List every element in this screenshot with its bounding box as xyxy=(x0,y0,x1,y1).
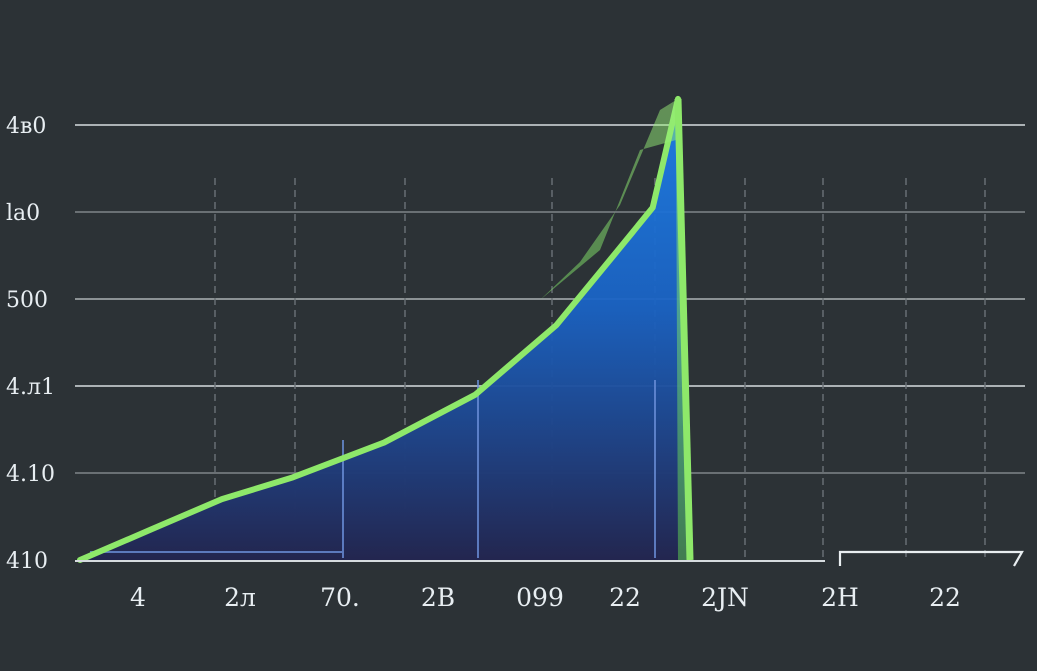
x-tick-label: 2ЈN xyxy=(701,583,749,612)
grid xyxy=(75,124,1025,560)
x-tick-label: 2B xyxy=(421,583,455,612)
x-tick-label: 70. xyxy=(320,583,360,612)
axis-bracket xyxy=(838,550,1024,567)
inner-guides xyxy=(90,380,656,558)
x-tick-label: 2H xyxy=(821,583,859,612)
y-tick-label: 500 xyxy=(6,288,48,313)
y-tick-label: 4.л1 xyxy=(6,375,55,400)
x-tick-label: 22 xyxy=(609,583,641,612)
axes xyxy=(75,550,1024,567)
series-line xyxy=(77,95,681,563)
area-fill xyxy=(80,98,688,561)
x-tick-label: 099 xyxy=(516,583,564,612)
peak-drop-line xyxy=(674,98,694,561)
y-axis-tick-labels: 410 4.10 4.л1 500 lа0 4в0 xyxy=(6,114,55,574)
x-tick-label: 2л xyxy=(224,583,256,612)
y-tick-label: 410 xyxy=(6,549,48,574)
y-tick-label: lа0 xyxy=(6,201,40,226)
x-tick-label: 22 xyxy=(929,583,961,612)
area-layer xyxy=(77,95,694,563)
y-tick-label: 4.10 xyxy=(6,462,55,487)
y-tick-label: 4в0 xyxy=(6,114,46,139)
x-axis-tick-labels: 4 2л 70. 2B 099 22 2ЈN 2H 22 xyxy=(130,583,961,612)
x-tick-label: 4 xyxy=(130,583,146,612)
